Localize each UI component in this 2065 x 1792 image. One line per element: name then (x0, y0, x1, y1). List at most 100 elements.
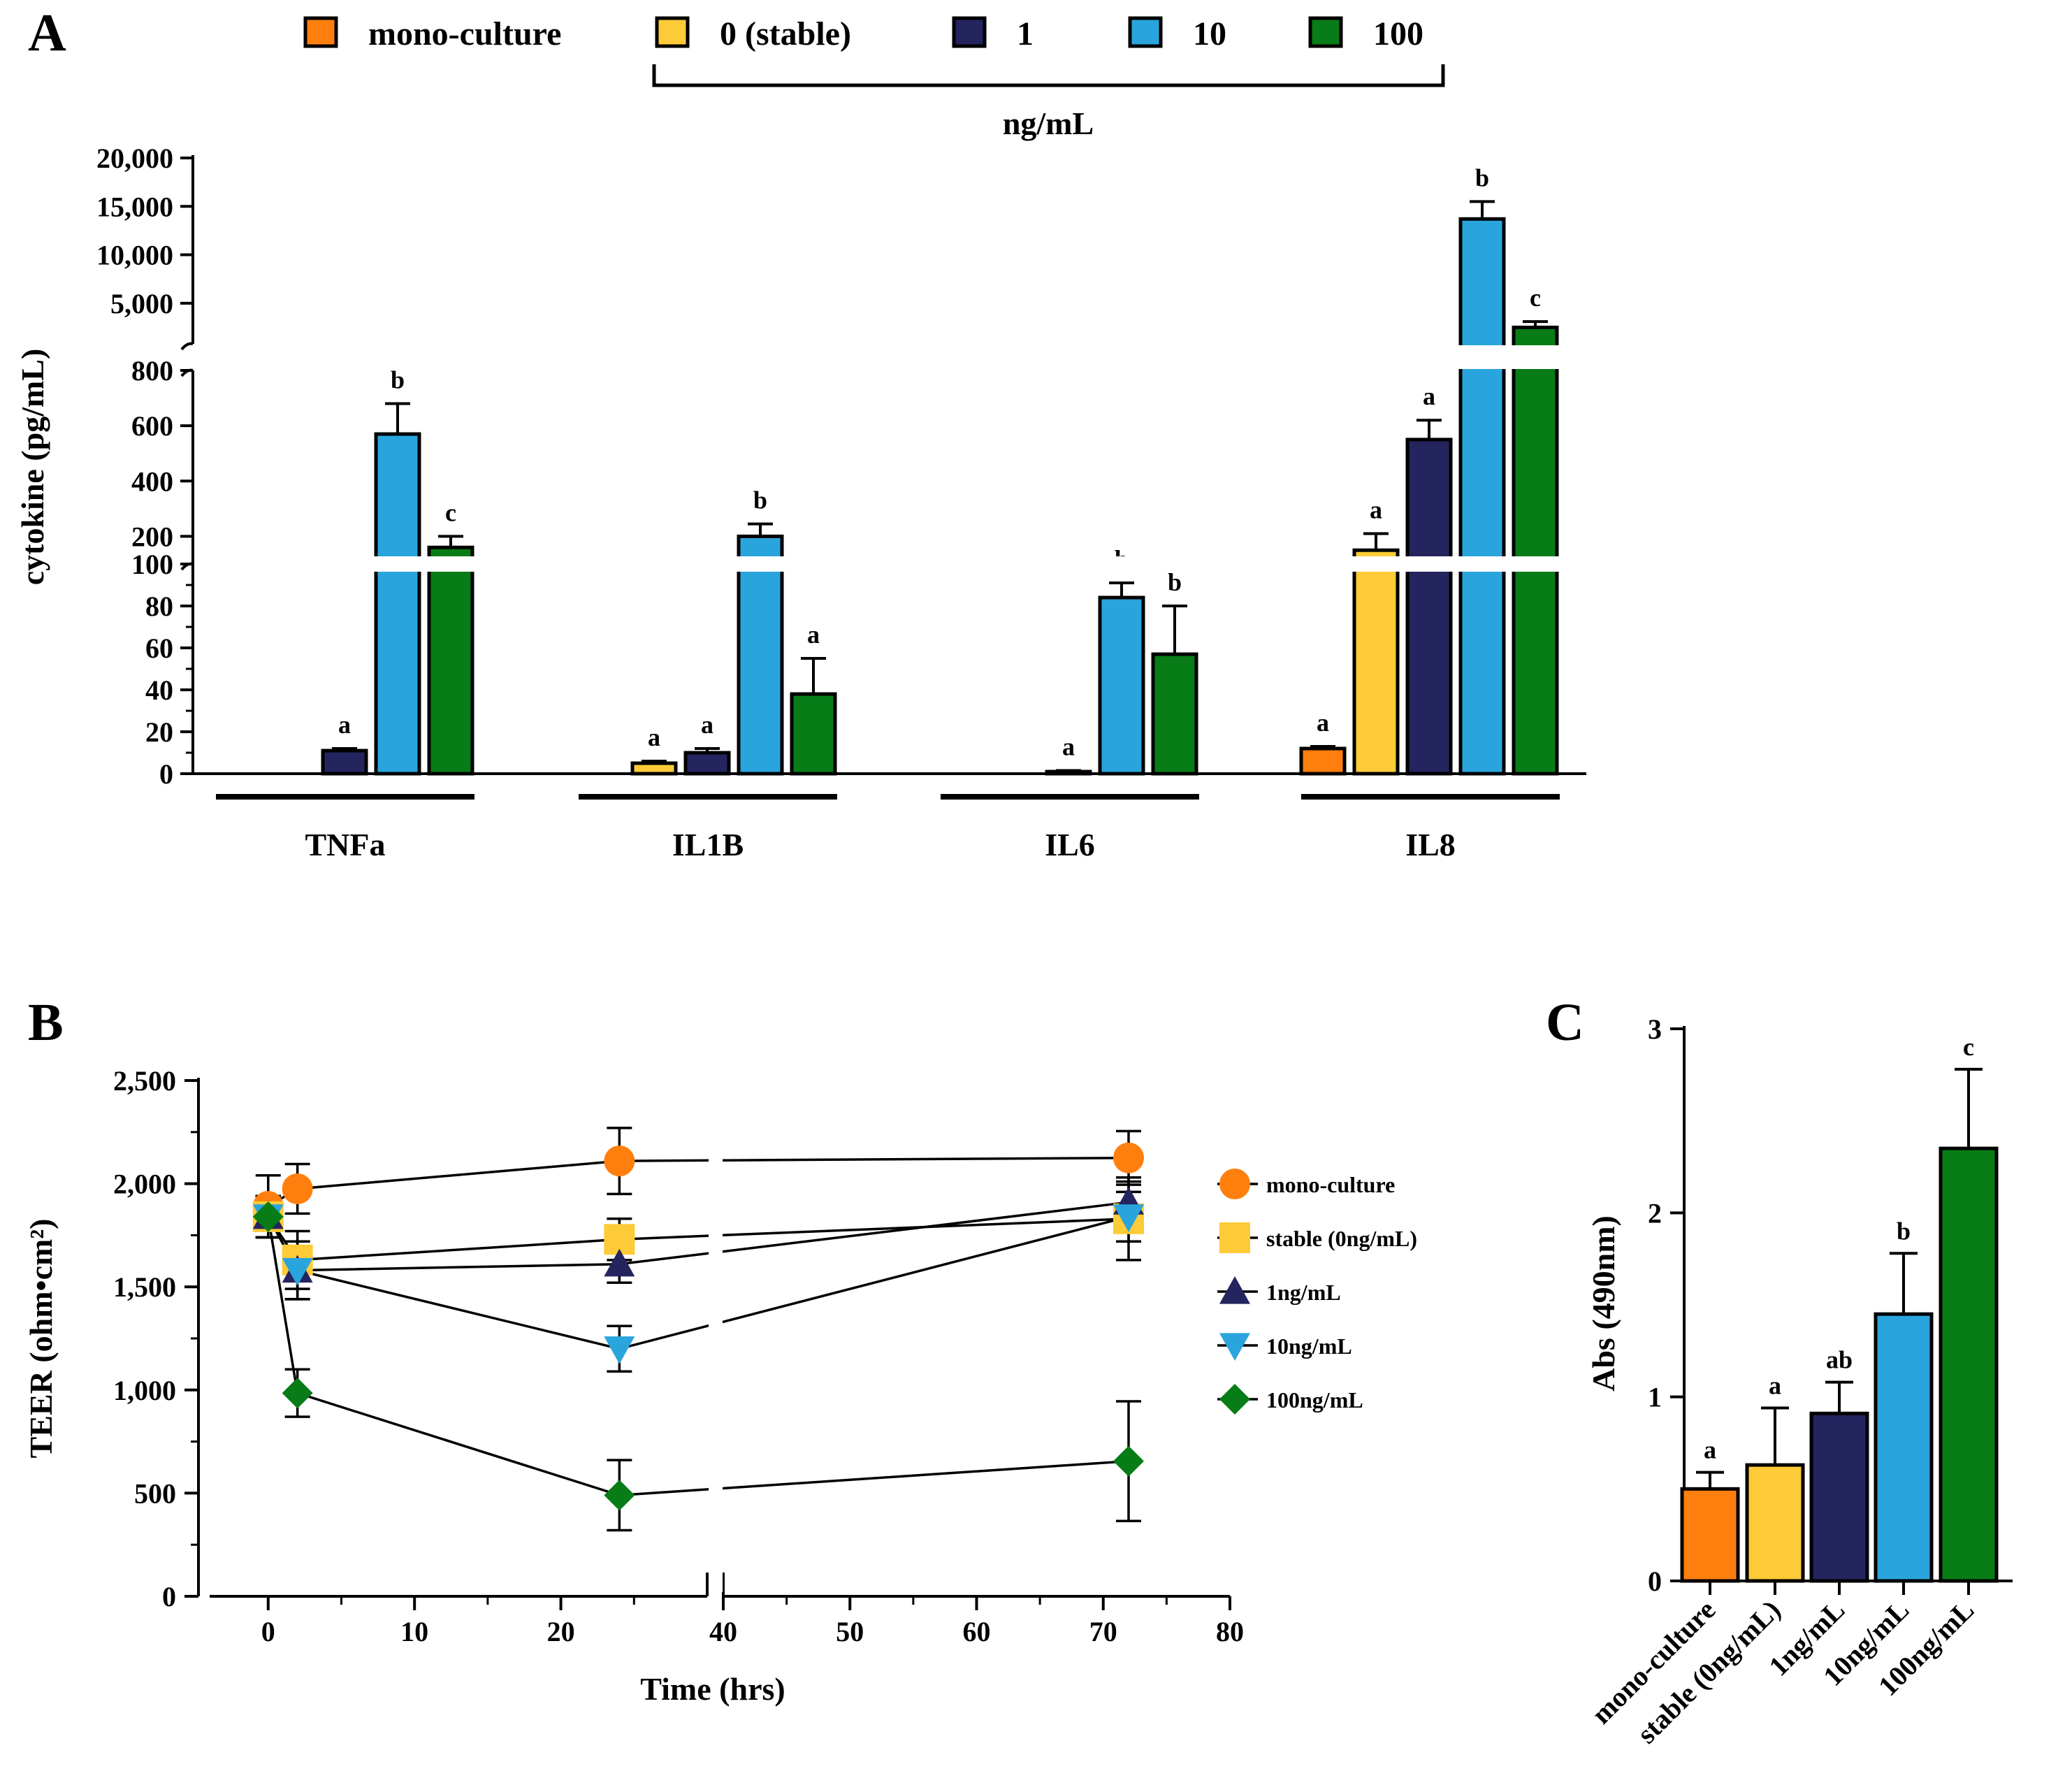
series-line (267, 1216, 1129, 1497)
bar (1745, 1463, 1805, 1583)
series-line (267, 1215, 1129, 1262)
y-axis-label: Abs (490nm) (1586, 1215, 1621, 1392)
significance-label: c (1530, 284, 1541, 312)
x-tick-label: 50 (836, 1616, 864, 1647)
significance-label: b (1897, 1217, 1911, 1245)
panel-a-label: A (28, 3, 66, 62)
data-point (604, 1248, 635, 1277)
legend-label: 0 (stable) (720, 15, 851, 52)
data-point (1113, 1142, 1144, 1173)
x-tick-label: 20 (547, 1616, 575, 1647)
series-line (267, 1156, 1129, 1208)
bar (1809, 1411, 1869, 1583)
y-tick-label: 800 (131, 355, 173, 386)
data-point (1219, 1276, 1250, 1304)
data-point (1219, 1384, 1250, 1415)
data-point (1113, 1204, 1144, 1232)
data-point (1219, 1222, 1250, 1253)
data-point (282, 1257, 313, 1286)
bar (1299, 746, 1347, 776)
bar (683, 751, 731, 776)
legend-swatch (1308, 16, 1343, 48)
bar (1098, 595, 1145, 776)
legend-swatch (655, 16, 690, 48)
y-tick-label: 2 (1648, 1197, 1662, 1229)
bar (1151, 652, 1198, 776)
data-point (252, 1201, 284, 1232)
data-point (1219, 1333, 1250, 1361)
bar (1874, 1312, 1934, 1583)
bar (1512, 325, 1559, 776)
x-tick-label: 40 (709, 1616, 737, 1647)
legend-label: 10 (1193, 15, 1226, 52)
legend-label: 100 (1373, 15, 1423, 52)
bar (1680, 1487, 1740, 1583)
y-tick-label: 100 (131, 549, 173, 580)
axis-break-gap-high (196, 345, 1593, 369)
significance-label: b (1168, 568, 1182, 596)
significance-label: c (1963, 1033, 1974, 1061)
y-tick-label: 0 (159, 758, 173, 790)
significance-label: a (1062, 733, 1075, 761)
y-tick-label: 5,000 (110, 288, 173, 319)
series-line (267, 1215, 1129, 1350)
y-tick-label: 2,500 (113, 1065, 176, 1097)
significance-label: b (391, 366, 405, 393)
data-point (1219, 1169, 1250, 1199)
legend-swatch (1128, 16, 1163, 48)
bar (790, 692, 837, 776)
category-label: IL8 (1405, 827, 1456, 862)
legend-label: stable (0ng/mL) (1266, 1226, 1417, 1251)
y-tick-label: 0 (162, 1581, 176, 1612)
y-tick-label: 20,000 (96, 143, 173, 174)
y-tick-label: 3 (1648, 1013, 1662, 1045)
significance-label: a (1317, 709, 1329, 737)
y-tick-label: 15,000 (96, 191, 173, 222)
x-break-gap (709, 1076, 723, 1592)
y-tick-label: 80 (145, 591, 173, 622)
y-tick-label: 10,000 (96, 240, 173, 271)
category-label: IL6 (1045, 827, 1095, 862)
bar (1405, 438, 1453, 776)
legend-label: 100ng/mL (1266, 1387, 1363, 1412)
y-axis-break-high (180, 342, 194, 351)
data-point (282, 1378, 313, 1409)
y-tick-label: 500 (134, 1477, 176, 1509)
x-tick-label: 70 (1089, 1616, 1117, 1647)
legend-swatch (303, 16, 338, 48)
significance-label: a (701, 711, 713, 739)
legend-swatch (952, 16, 987, 48)
x-tick-label: 10 (400, 1616, 428, 1647)
significance-label: a (1704, 1436, 1716, 1464)
bar (737, 534, 784, 776)
data-point (604, 1146, 635, 1177)
legend-label: 10ng/mL (1266, 1334, 1352, 1359)
y-axis-label: cytokine (pg/mL) (15, 349, 50, 586)
bar (1458, 217, 1506, 776)
bar (1352, 548, 1400, 776)
category-label: IL1B (672, 827, 744, 862)
significance-label: ab (1826, 1346, 1853, 1374)
legend-label: mono-culture (368, 15, 561, 52)
y-tick-label: 40 (145, 674, 173, 706)
bar (374, 432, 421, 776)
significance-label: a (1769, 1371, 1781, 1399)
legend-bracket-label: ng/mL (1003, 106, 1094, 141)
legend-bracket (652, 64, 1445, 87)
y-tick-label: 60 (145, 633, 173, 664)
legend-label: 1 (1017, 15, 1034, 52)
significance-label: a (648, 723, 660, 751)
y-tick-label: 400 (131, 465, 173, 497)
y-tick-label: 0 (1648, 1566, 1662, 1597)
x-tick-label: 80 (1216, 1616, 1244, 1647)
panel-a-cytokine-chart: A0204060801002004006008005,00010,00015,0… (15, 3, 1593, 862)
data-point (604, 1480, 635, 1511)
y-tick-label: 20 (145, 716, 173, 748)
significance-label: a (1370, 496, 1382, 523)
significance-label: b (753, 486, 767, 514)
y-tick-label: 1,000 (113, 1375, 176, 1406)
axis-break-gap-low (196, 556, 1593, 572)
significance-label: a (807, 621, 820, 649)
